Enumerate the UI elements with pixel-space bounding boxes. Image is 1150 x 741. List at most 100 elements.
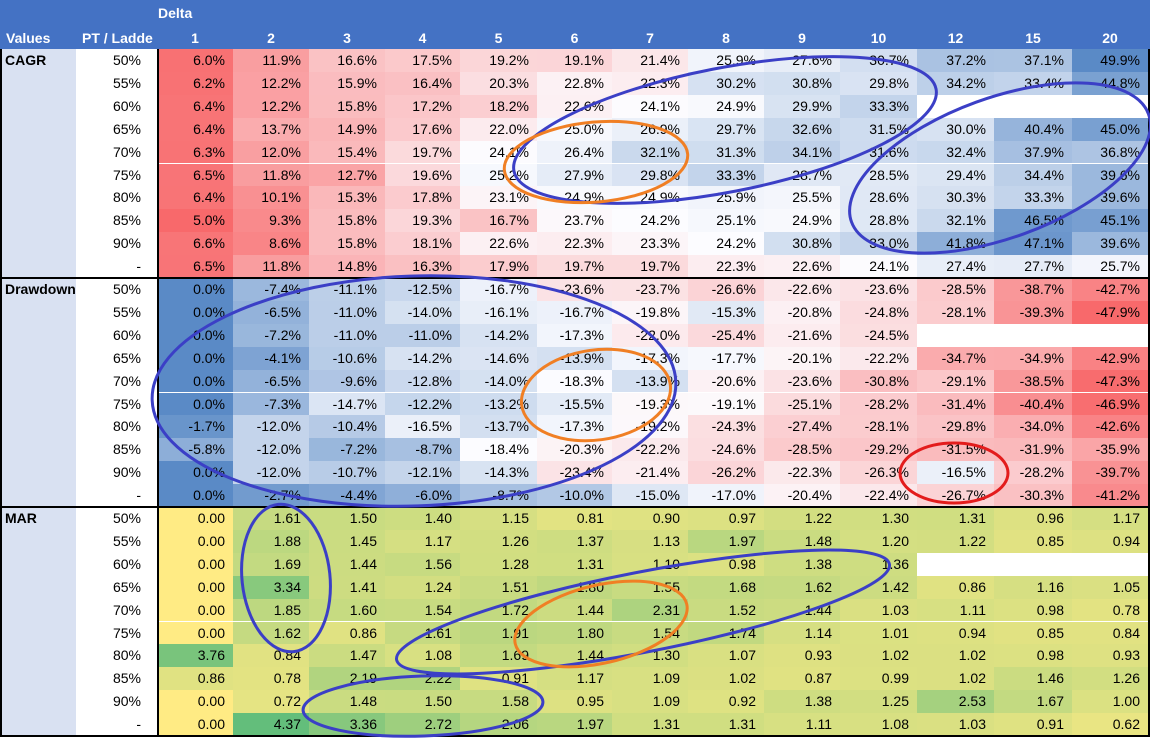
data-cell[interactable]: 36.8% (1072, 140, 1148, 164)
data-cell[interactable]: 37.9% (994, 140, 1072, 164)
data-cell[interactable]: -29.8% (917, 415, 994, 439)
data-cell[interactable]: -22.6% (764, 278, 840, 301)
data-cell[interactable]: 1.44 (309, 552, 385, 576)
data-cell[interactable]: -22.2% (840, 346, 917, 370)
pt-ladder-label[interactable]: 80% (76, 186, 157, 210)
pt-ladder-label[interactable]: 90% (76, 232, 157, 256)
data-cell[interactable] (917, 323, 994, 347)
data-cell[interactable]: 12.2% (233, 94, 309, 118)
data-cell[interactable]: 6.5% (157, 163, 233, 187)
data-cell[interactable]: -8.7% (385, 438, 460, 462)
data-cell[interactable]: 1.22 (917, 529, 994, 553)
data-cell[interactable]: 1.56 (385, 552, 460, 576)
delta-column-header[interactable]: 7 (646, 30, 654, 46)
data-cell[interactable]: 1.37 (537, 529, 612, 553)
delta-column-header[interactable]: 5 (494, 30, 503, 46)
data-cell[interactable]: 17.6% (385, 117, 460, 141)
data-cell[interactable]: 6.2% (157, 71, 233, 95)
data-cell[interactable]: 1.40 (385, 507, 460, 530)
data-cell[interactable]: 0.0% (157, 300, 233, 324)
data-cell[interactable]: -2.7% (233, 484, 309, 507)
data-cell[interactable]: 2.53 (917, 690, 994, 714)
data-cell[interactable]: 2.06 (460, 713, 537, 736)
data-cell[interactable]: -14.3% (460, 461, 537, 485)
data-cell[interactable]: -12.5% (385, 278, 460, 301)
data-cell[interactable]: -7.2% (309, 438, 385, 462)
data-cell[interactable]: -10.7% (309, 461, 385, 485)
data-cell[interactable]: 1.17 (537, 667, 612, 691)
data-cell[interactable]: 1.30 (840, 507, 917, 530)
data-cell[interactable]: -18.4% (460, 438, 537, 462)
data-cell[interactable]: 34.4% (994, 163, 1072, 187)
data-cell[interactable]: 1.26 (460, 529, 537, 553)
data-cell[interactable]: -28.2% (994, 461, 1072, 485)
data-cell[interactable]: 1.14 (764, 621, 840, 645)
data-cell[interactable]: 1.28 (460, 552, 537, 576)
data-cell[interactable]: 1.60 (309, 598, 385, 622)
data-cell[interactable]: -8.7% (460, 484, 537, 507)
data-cell[interactable]: 1.02 (917, 644, 994, 668)
data-cell[interactable]: -14.2% (385, 346, 460, 370)
data-cell[interactable]: 1.31 (917, 507, 994, 530)
data-cell[interactable]: 15.8% (309, 94, 385, 118)
data-cell[interactable]: 1.31 (688, 713, 764, 736)
data-cell[interactable]: 0.91 (460, 667, 537, 691)
data-cell[interactable]: 33.4% (994, 71, 1072, 95)
data-cell[interactable]: -42.6% (1072, 415, 1148, 439)
data-cell[interactable]: 1.48 (764, 529, 840, 553)
data-cell[interactable]: -47.3% (1072, 369, 1148, 393)
data-cell[interactable]: 34.1% (764, 140, 840, 164)
data-cell[interactable]: 0.98 (688, 552, 764, 576)
data-cell[interactable]: -26.2% (688, 461, 764, 485)
data-cell[interactable]: 0.00 (157, 621, 233, 645)
data-cell[interactable]: 31.5% (840, 117, 917, 141)
data-cell[interactable]: 22.3% (612, 71, 688, 95)
data-cell[interactable]: 1.31 (612, 713, 688, 736)
data-cell[interactable]: 22.6% (764, 255, 840, 278)
data-cell[interactable]: -12.0% (233, 415, 309, 439)
pt-ladder-label[interactable]: 55% (76, 300, 157, 324)
data-cell[interactable]: 1.55 (612, 575, 688, 599)
data-cell[interactable]: -15.0% (612, 484, 688, 507)
data-cell[interactable] (1072, 94, 1148, 118)
data-cell[interactable] (1072, 552, 1148, 576)
data-cell[interactable]: 30.7% (840, 49, 917, 72)
data-cell[interactable]: 1.07 (688, 644, 764, 668)
data-cell[interactable]: -10.4% (309, 415, 385, 439)
data-cell[interactable]: 0.90 (612, 507, 688, 530)
data-cell[interactable]: 0.00 (157, 690, 233, 714)
data-cell[interactable]: 17.5% (385, 49, 460, 72)
data-cell[interactable]: 1.11 (917, 598, 994, 622)
pt-ladder-label[interactable]: 80% (76, 644, 157, 668)
data-cell[interactable]: 49.9% (1072, 49, 1148, 72)
data-cell[interactable] (994, 323, 1072, 347)
data-cell[interactable]: 0.0% (157, 461, 233, 485)
data-cell[interactable]: 25.0% (537, 117, 612, 141)
data-cell[interactable]: 1.44 (537, 598, 612, 622)
data-cell[interactable]: -38.7% (994, 278, 1072, 301)
data-cell[interactable]: 39.6% (1072, 232, 1148, 256)
data-cell[interactable]: 22.6% (460, 232, 537, 256)
data-cell[interactable]: -35.9% (1072, 438, 1148, 462)
data-cell[interactable]: 12.0% (233, 140, 309, 164)
data-cell[interactable]: -11.0% (309, 300, 385, 324)
pt-ladder-label[interactable]: 55% (76, 529, 157, 553)
data-cell[interactable]: 0.0% (157, 369, 233, 393)
data-cell[interactable]: 17.2% (385, 94, 460, 118)
data-cell[interactable]: -6.5% (233, 300, 309, 324)
data-cell[interactable]: 1.03 (917, 713, 994, 736)
data-cell[interactable]: 22.3% (537, 232, 612, 256)
data-cell[interactable]: -13.9% (537, 346, 612, 370)
pt-ladder-header-label[interactable]: PT / Ladde (82, 30, 153, 46)
data-cell[interactable]: -11.0% (385, 323, 460, 347)
data-cell[interactable]: -12.0% (233, 461, 309, 485)
data-cell[interactable]: 1.38 (764, 690, 840, 714)
data-cell[interactable]: -26.7% (917, 484, 994, 507)
delta-column-header[interactable]: 4 (418, 30, 427, 46)
data-cell[interactable]: -24.5% (840, 323, 917, 347)
data-cell[interactable]: 0.85 (994, 529, 1072, 553)
data-cell[interactable]: 0.84 (1072, 621, 1148, 645)
data-cell[interactable]: 21.4% (612, 49, 688, 72)
data-cell[interactable]: 1.22 (764, 507, 840, 530)
data-cell[interactable]: -16.1% (460, 300, 537, 324)
